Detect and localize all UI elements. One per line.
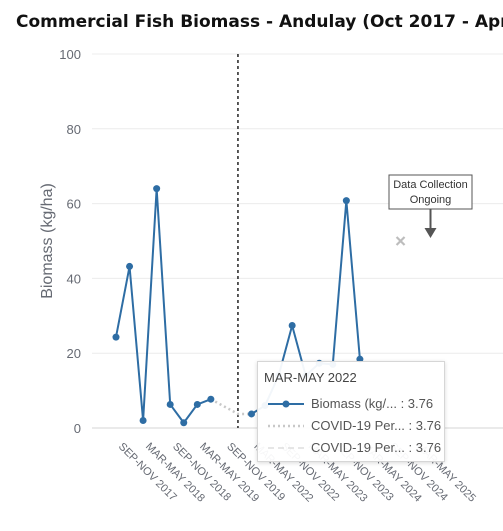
biomass-line-segment-1	[115, 188, 212, 425]
y-tick-label: 100	[59, 47, 81, 62]
data-collection-annotation: Data Collection Ongoing	[388, 174, 473, 238]
biomass-point[interactable]	[193, 400, 201, 408]
biomass-point[interactable]	[166, 400, 174, 408]
biomass-point[interactable]	[248, 410, 255, 418]
hover-tooltip: MAR-MAY 2022 Biomass (kg/... : 3.76 COVI…	[257, 361, 445, 462]
tooltip-row-label: COVID-19 Per... : 3.76	[311, 418, 442, 433]
tooltip-row-label: Biomass (kg/... : 3.76	[311, 396, 434, 411]
biomass-point[interactable]	[126, 262, 134, 270]
y-tick-label: 20	[67, 346, 81, 361]
covid-period-line	[210, 398, 252, 416]
biomass-point[interactable]	[342, 197, 350, 205]
y-tick-label: 0	[74, 421, 81, 436]
pending-data-marker	[395, 236, 406, 246]
y-tick-label: 80	[67, 122, 81, 137]
biomass-point[interactable]	[139, 417, 147, 425]
annotation-line-1: Data Collection	[393, 179, 468, 191]
biomass-point[interactable]	[207, 395, 215, 403]
y-axis-label: Biomass (kg/ha)	[39, 183, 56, 299]
biomass-point[interactable]	[153, 185, 161, 193]
tooltip-header: MAR-MAY 2022	[264, 370, 357, 385]
chart-title: Commercial Fish Biomass - Andulay (Oct 2…	[16, 12, 503, 32]
tooltip-row-label: COVID-19 Per... : 3.76	[311, 440, 442, 455]
biomass-point[interactable]	[356, 355, 364, 363]
y-axis-ticks: 0 20 40 60 80 100	[59, 47, 81, 436]
covid-dashed-swatch	[268, 447, 304, 449]
pending-point-x	[395, 236, 406, 246]
biomass-point[interactable]	[180, 419, 188, 427]
tooltip-row-covid-2: COVID-19 Per... : 3.76	[258, 438, 444, 458]
y-tick-label: 60	[67, 197, 81, 212]
tooltip-row-biomass: Biomass (kg/... : 3.76	[258, 394, 444, 414]
biomass-point[interactable]	[288, 322, 296, 330]
covid-dotted-swatch	[268, 424, 304, 428]
y-tick-label: 40	[67, 271, 81, 286]
biomass-point[interactable]	[112, 333, 120, 341]
biomass-line-swatch	[268, 400, 304, 408]
annotation-line-2: Ongoing	[410, 194, 452, 206]
tooltip-row-covid-1: COVID-19 Per... : 3.76	[258, 416, 444, 436]
